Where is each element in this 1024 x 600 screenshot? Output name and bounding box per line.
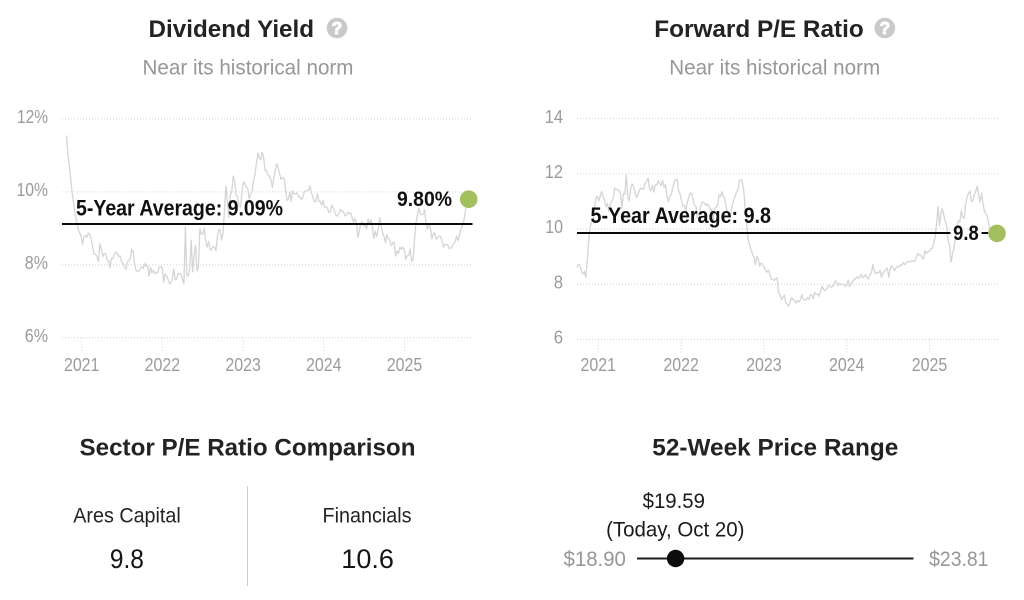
svg-text:8%: 8%: [25, 253, 48, 273]
svg-text:Financials: Financials: [323, 503, 412, 527]
svg-text:2022: 2022: [663, 355, 699, 375]
svg-text:Sector P/E Ratio Comparison: Sector P/E Ratio Comparison: [80, 434, 416, 461]
svg-text:9.8: 9.8: [110, 544, 144, 574]
svg-text:2021: 2021: [64, 355, 100, 375]
svg-text:2022: 2022: [145, 355, 181, 375]
svg-text:12%: 12%: [17, 107, 48, 127]
svg-text:9.80%: 9.80%: [397, 188, 452, 211]
svg-text:12: 12: [545, 162, 563, 182]
svg-text:2021: 2021: [581, 355, 617, 375]
svg-text:6%: 6%: [25, 326, 48, 346]
svg-text:10: 10: [545, 217, 563, 237]
svg-text:$18.90: $18.90: [564, 547, 626, 571]
svg-text:Near its historical norm: Near its historical norm: [669, 57, 880, 80]
svg-text:2023: 2023: [225, 355, 261, 375]
svg-text:9.8: 9.8: [953, 222, 979, 245]
svg-text:(Today, Oct 20): (Today, Oct 20): [606, 518, 744, 542]
svg-text:Forward P/E Ratio: Forward P/E Ratio: [654, 16, 863, 43]
svg-text:2024: 2024: [306, 355, 342, 375]
svg-text:$23.81: $23.81: [929, 547, 988, 571]
svg-text:2024: 2024: [829, 355, 865, 375]
svg-text:?: ?: [879, 18, 890, 38]
svg-text:10%: 10%: [17, 180, 49, 200]
svg-text:52-Week Price Range: 52-Week Price Range: [652, 434, 898, 461]
svg-text:Near its historical norm: Near its historical norm: [143, 57, 354, 80]
svg-text:?: ?: [332, 18, 343, 38]
svg-text:Ares Capital: Ares Capital: [73, 503, 181, 527]
svg-text:5-Year Average: 9.8: 5-Year Average: 9.8: [591, 203, 772, 228]
svg-text:2025: 2025: [387, 355, 423, 375]
svg-text:Dividend Yield: Dividend Yield: [149, 16, 315, 43]
svg-text:10.6: 10.6: [341, 544, 394, 574]
svg-text:2023: 2023: [746, 355, 782, 375]
svg-text:2025: 2025: [912, 355, 948, 375]
svg-text:6: 6: [554, 328, 563, 348]
svg-text:8: 8: [554, 272, 563, 292]
svg-text:14: 14: [545, 107, 563, 127]
svg-text:5-Year Average: 9.09%: 5-Year Average: 9.09%: [76, 195, 283, 220]
svg-text:$19.59: $19.59: [643, 489, 705, 513]
